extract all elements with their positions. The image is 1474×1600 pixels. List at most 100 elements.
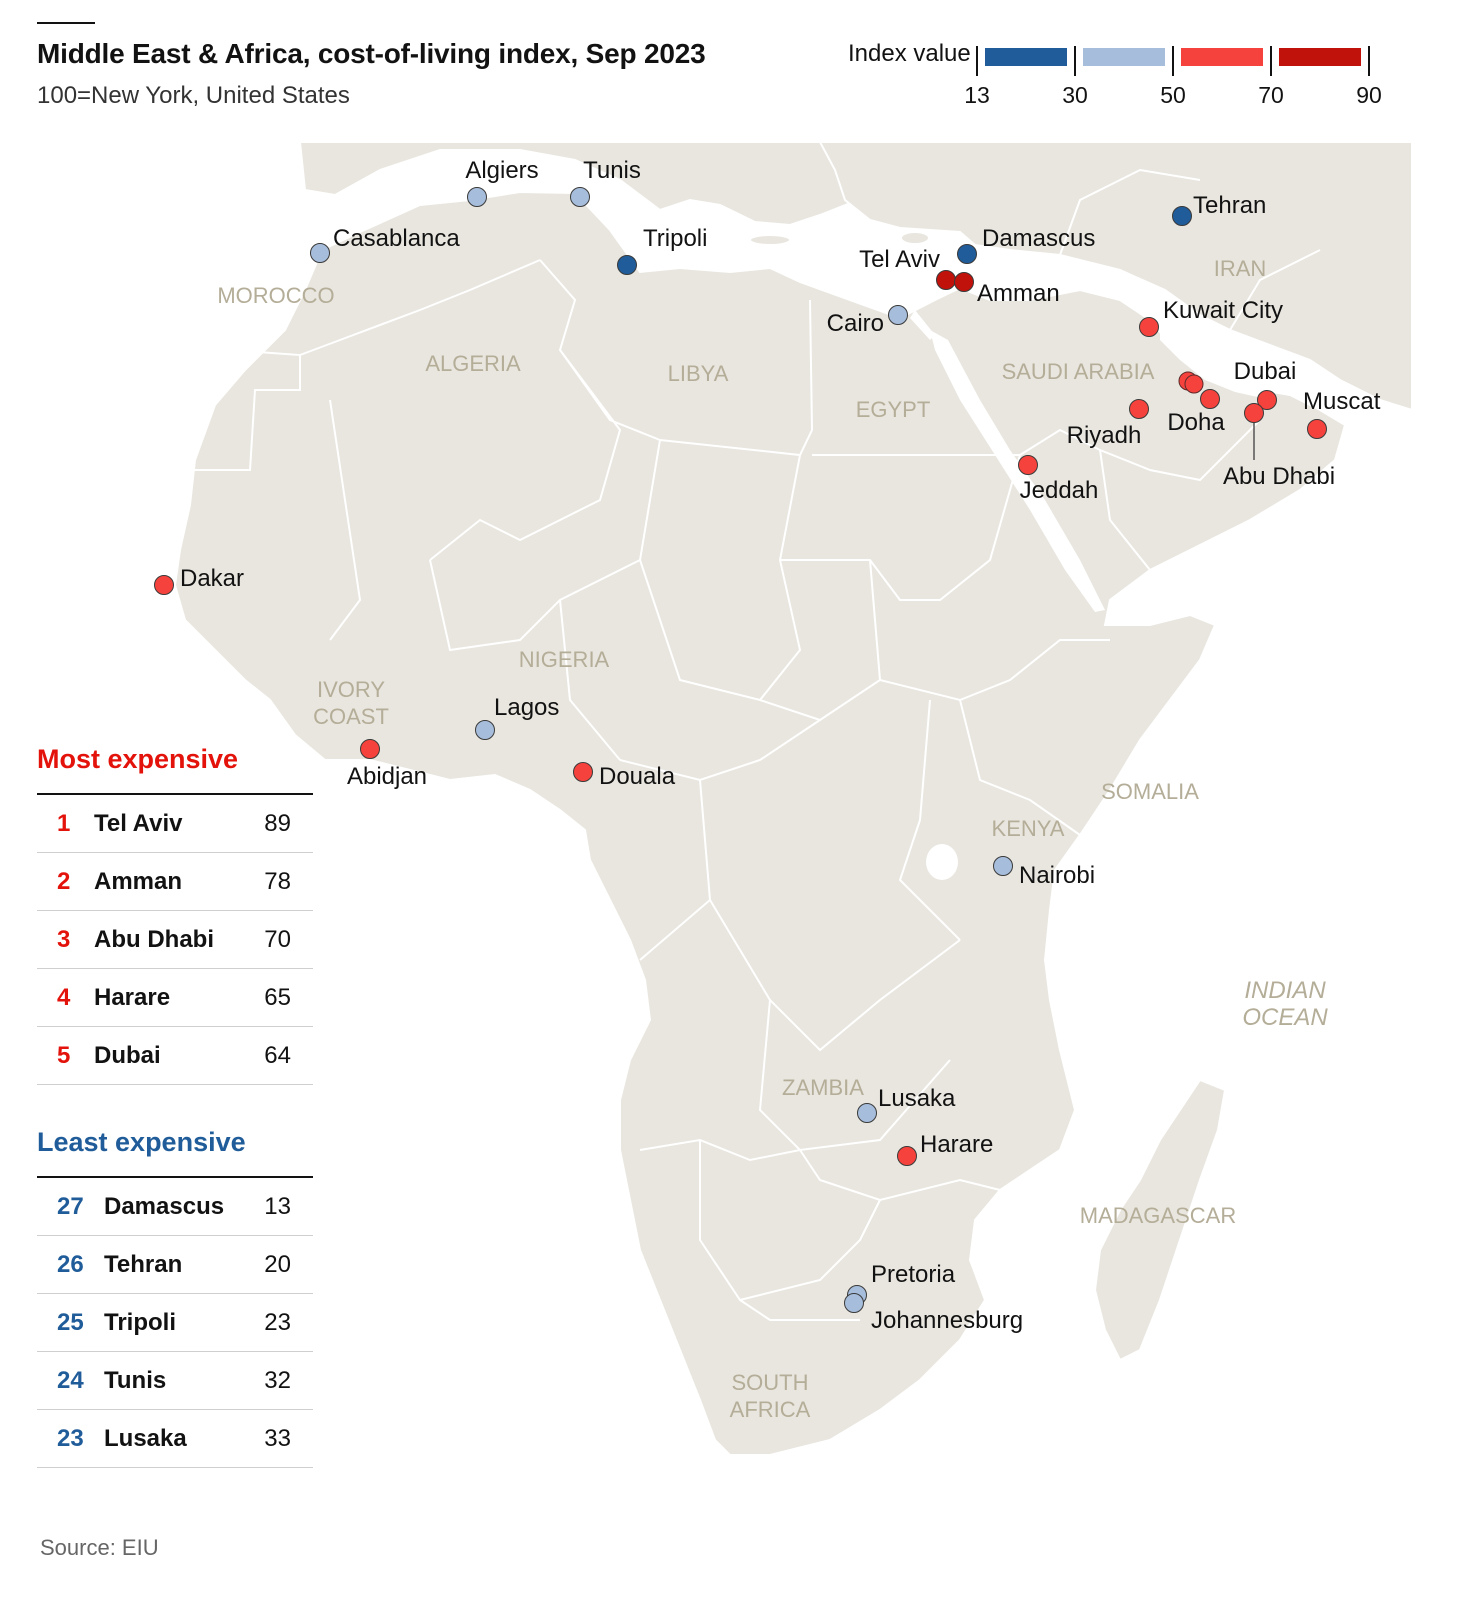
rank: 1 [57, 810, 71, 837]
country-label: IVORY COAST [313, 677, 389, 729]
legend-tick-label: 70 [1258, 82, 1284, 108]
city-marker [1139, 317, 1159, 337]
legend-title: Index value [848, 40, 971, 67]
city-name: Tehran [104, 1251, 183, 1278]
table-row: 24 Tunis 32 [37, 1352, 313, 1410]
city-name: Abu Dhabi [94, 926, 214, 953]
city-name: Tripoli [104, 1309, 176, 1336]
rank: 5 [57, 1042, 71, 1069]
index-value: 65 [264, 984, 291, 1011]
city-label: Cairo [827, 310, 884, 337]
index-value: 13 [264, 1193, 291, 1220]
table-row: 1 Tel Aviv 89 [37, 795, 313, 853]
sea-cutouts [910, 310, 1270, 880]
city-marker [360, 739, 380, 759]
header-rule [37, 22, 95, 24]
city-label: Damascus [982, 225, 1095, 252]
landmass [173, 141, 1413, 1456]
table-rule [37, 1176, 313, 1178]
europe-land [298, 141, 862, 227]
legend-tick [1270, 46, 1272, 76]
city-marker [897, 1146, 917, 1166]
city-label: Tunis [583, 157, 641, 184]
crete-land [749, 234, 791, 246]
country-label: LIBYA [668, 361, 729, 386]
city-label: Lagos [494, 694, 559, 721]
city-marker [954, 272, 974, 292]
table-row: 25 Tripoli 23 [37, 1294, 313, 1352]
country-label: KENYA [992, 816, 1065, 841]
country-label: EGYPT [856, 397, 931, 422]
legend-bin-2 [1083, 48, 1165, 66]
rank: 3 [57, 926, 71, 953]
city-label: Nairobi [1019, 862, 1095, 889]
country-label: SOUTH AFRICA [730, 1370, 811, 1422]
legend-bin-3 [1181, 48, 1263, 66]
gulf-of-suez [910, 310, 935, 340]
city-marker [957, 244, 977, 264]
chart-title: Middle East & Africa, cost-of-living ind… [37, 38, 706, 69]
most-expensive-heading: Most expensive [37, 744, 239, 774]
city-marker [993, 856, 1013, 876]
rank: 4 [57, 984, 71, 1011]
legend-tick [1368, 46, 1370, 76]
city-label: Johannesburg [871, 1307, 1023, 1334]
city-marker [154, 575, 174, 595]
rank: 23 [57, 1425, 84, 1452]
city-label: Dubai [1234, 358, 1297, 385]
chart-subtitle: 100=New York, United States [37, 82, 350, 109]
city-label: Abidjan [347, 763, 427, 790]
legend-bin-4 [1279, 48, 1361, 66]
country-label: NIGERIA [519, 647, 610, 672]
city-marker [467, 187, 487, 207]
city-name: Harare [94, 984, 171, 1011]
index-value: 20 [264, 1251, 291, 1278]
legend-tick-label: 13 [964, 82, 990, 108]
city-label: Muscat [1303, 388, 1381, 415]
country-label: SAUDI ARABIA [1002, 359, 1155, 384]
rank: 27 [57, 1193, 84, 1220]
city-marker [1257, 390, 1277, 410]
city-label: Kuwait City [1163, 297, 1283, 324]
city-label: Tehran [1193, 192, 1266, 219]
index-value: 23 [264, 1309, 291, 1336]
city-label: Douala [599, 763, 676, 790]
legend-tick-label: 30 [1062, 82, 1088, 108]
city-label: Algiers [465, 157, 538, 184]
rank: 24 [57, 1367, 84, 1394]
sea-label: INDIAN OCEAN [1242, 977, 1328, 1031]
city-name: Tunis [104, 1367, 167, 1394]
city-marker [475, 720, 495, 740]
index-value: 33 [264, 1425, 291, 1452]
persian-gulf [1160, 320, 1270, 398]
city-marker [1172, 206, 1192, 226]
city-label: Abu Dhabi [1223, 463, 1335, 490]
city-marker [888, 305, 908, 325]
city-name: Amman [94, 868, 183, 895]
city-marker [857, 1103, 877, 1123]
cyprus-land [900, 231, 930, 245]
table-row: 23 Lusaka 33 [37, 1410, 313, 1468]
city-name: Tel Aviv [94, 810, 183, 837]
index-value: 70 [264, 926, 291, 953]
red-sea [930, 330, 1105, 612]
rank: 26 [57, 1251, 84, 1278]
map: MOROCCO ALGERIA LIBYA EGYPT SAUDI ARABIA… [154, 141, 1413, 1456]
country-label: MADAGASCAR [1080, 1203, 1236, 1228]
most-expensive-table: Most expensive 1 Tel Aviv 89 2 Amman 78 … [37, 744, 313, 1085]
city-label: Jeddah [1020, 477, 1099, 504]
legend-bin-1 [985, 48, 1067, 66]
city-label: Harare [920, 1131, 993, 1158]
city-marker [936, 270, 956, 290]
city-marker [1307, 419, 1327, 439]
country-label: ZAMBIA [782, 1075, 864, 1100]
city-marker [1184, 374, 1204, 394]
city-marker [1200, 389, 1220, 409]
legend-tick [976, 46, 978, 76]
country-label: ALGERIA [425, 351, 521, 376]
lake-victoria [926, 844, 958, 880]
city-label: Tel Aviv [859, 246, 940, 273]
city-label: Lusaka [878, 1085, 956, 1112]
table-row: 4 Harare 65 [37, 969, 313, 1027]
table-row: 27 Damascus 13 [37, 1178, 313, 1236]
